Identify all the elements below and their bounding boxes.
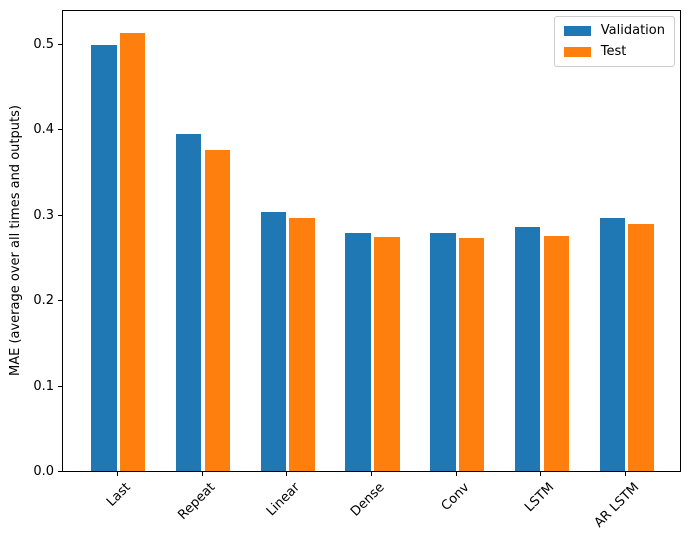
bar-validation-last bbox=[91, 45, 117, 471]
y-tick-mark bbox=[58, 44, 62, 45]
x-tick-mark bbox=[201, 472, 203, 476]
y-tick-label: 0.0 bbox=[33, 464, 54, 479]
x-tick-label-ar-lstm: AR LSTM bbox=[591, 480, 643, 531]
legend-label-validation: Validation bbox=[600, 23, 665, 38]
y-tick-mark bbox=[58, 300, 62, 302]
y-tick-mark bbox=[58, 214, 62, 216]
y-tick-mark bbox=[58, 385, 62, 387]
bar-validation-repeat bbox=[175, 134, 202, 471]
y-tick-label: 0.5 bbox=[33, 37, 54, 52]
bar-test-repeat bbox=[204, 150, 231, 471]
bar-validation-ar-lstm bbox=[599, 217, 626, 471]
legend-label-test: Test bbox=[600, 44, 627, 59]
x-tick-mark bbox=[371, 472, 372, 476]
y-axis-label: MAE (average over all times and outputs) bbox=[8, 105, 23, 377]
y-tick-mark bbox=[58, 471, 62, 472]
x-tick-mark bbox=[116, 472, 118, 476]
bar-validation-linear bbox=[260, 211, 287, 471]
x-tick-mark bbox=[286, 472, 288, 476]
y-tick-label: 0.3 bbox=[33, 207, 54, 223]
x-tick-label-dense: Dense bbox=[348, 480, 389, 520]
bar-test-lstm bbox=[543, 236, 570, 471]
y-tick-label: 0.1 bbox=[33, 378, 54, 394]
legend: Validation Test bbox=[553, 16, 675, 67]
bar-test-ar-lstm bbox=[628, 223, 654, 471]
bar-test-last bbox=[119, 33, 146, 471]
bar-test-dense bbox=[374, 237, 400, 471]
legend-swatch-validation bbox=[563, 26, 591, 36]
bar-validation-conv bbox=[430, 232, 456, 471]
x-tick-label-linear: Linear bbox=[264, 480, 304, 520]
y-tick-label: 0.2 bbox=[33, 293, 54, 309]
x-tick-mark bbox=[540, 472, 542, 476]
y-tick-label: 0.4 bbox=[33, 122, 54, 138]
bar-test-linear bbox=[289, 217, 315, 471]
x-tick-mark bbox=[455, 472, 457, 476]
x-tick-label-last: Last bbox=[104, 480, 134, 510]
y-tick-mark bbox=[58, 129, 62, 131]
legend-entry-test: Test bbox=[563, 44, 665, 59]
bar-test-conv bbox=[458, 238, 485, 471]
x-tick-label-conv: Conv bbox=[438, 480, 473, 514]
bar-validation-lstm bbox=[514, 226, 541, 471]
x-tick-label-lstm: LSTM bbox=[522, 480, 558, 516]
bar-validation-dense bbox=[345, 232, 371, 471]
plot-area bbox=[62, 10, 681, 472]
x-tick-mark bbox=[625, 472, 627, 476]
legend-swatch-test bbox=[563, 47, 591, 57]
x-tick-label-repeat: Repeat bbox=[175, 480, 219, 523]
legend-entry-validation: Validation bbox=[563, 23, 665, 38]
